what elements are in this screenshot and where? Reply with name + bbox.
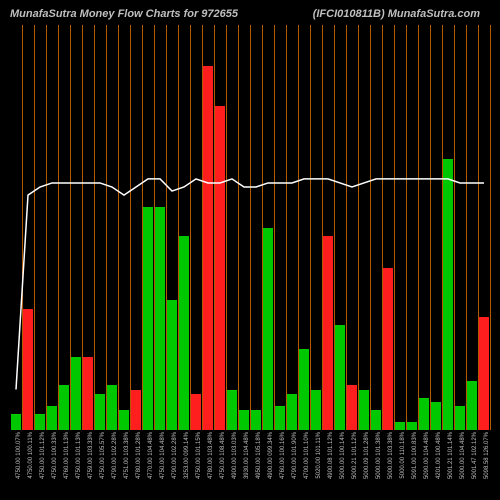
bar-up — [443, 159, 452, 430]
bar-slot — [118, 25, 130, 430]
bar-slot — [190, 25, 202, 430]
bar-slot — [34, 25, 46, 430]
bar-up — [167, 300, 176, 430]
bar-up — [239, 410, 248, 430]
bar-up — [251, 410, 260, 430]
bar-slot — [454, 25, 466, 430]
bar-up — [227, 390, 236, 431]
gridline — [490, 25, 491, 430]
bar-slot — [214, 25, 226, 430]
bar-up — [263, 228, 272, 431]
bar-slot — [130, 25, 142, 430]
bar-slot — [418, 25, 430, 430]
bar-slot — [178, 25, 190, 430]
bar-slot — [322, 25, 334, 430]
bar-slot — [310, 25, 322, 430]
x-label: 5098.58 126.07% — [484, 432, 490, 479]
money-flow-chart: MunafaSutra Money Flow Charts for 972655… — [0, 0, 500, 500]
bar-up — [59, 385, 68, 430]
bar-slot — [274, 25, 286, 430]
bar-up — [95, 394, 104, 430]
bar-slot — [22, 25, 34, 430]
bar-slot — [58, 25, 70, 430]
bar-slot — [334, 25, 346, 430]
chart-header: MunafaSutra Money Flow Charts for 972655… — [0, 8, 500, 20]
bar-slot — [466, 25, 478, 430]
bar-up — [299, 349, 308, 430]
bar-down — [83, 357, 92, 430]
bar-slot — [430, 25, 442, 430]
bar-slot — [226, 25, 238, 430]
bar-group — [10, 25, 490, 430]
bar-up — [467, 381, 476, 430]
bar-up — [275, 406, 284, 430]
bar-up — [407, 422, 416, 430]
bar-slot — [358, 25, 370, 430]
bar-up — [359, 390, 368, 431]
bar-down — [323, 236, 332, 430]
bar-up — [371, 410, 380, 430]
bar-up — [35, 414, 44, 430]
bar-up — [455, 406, 464, 430]
bar-down — [23, 309, 32, 431]
title-left: MunafaSutra Money Flow Charts for 972655 — [10, 8, 238, 20]
bar-slot — [298, 25, 310, 430]
bar-up — [143, 207, 152, 430]
bar-slot — [202, 25, 214, 430]
bar-slot — [442, 25, 454, 430]
bar-slot — [478, 25, 490, 430]
bar-slot — [262, 25, 274, 430]
bar-slot — [382, 25, 394, 430]
bar-slot — [94, 25, 106, 430]
bar-slot — [238, 25, 250, 430]
bar-up — [119, 410, 128, 430]
plot-area — [10, 25, 490, 430]
bar-up — [71, 357, 80, 430]
bar-slot — [166, 25, 178, 430]
bar-slot — [286, 25, 298, 430]
bar-up — [155, 207, 164, 430]
bar-up — [11, 414, 20, 430]
bar-up — [179, 236, 188, 430]
bar-slot — [10, 25, 22, 430]
bar-slot — [82, 25, 94, 430]
bar-slot — [394, 25, 406, 430]
bar-slot — [154, 25, 166, 430]
title-right: (IFCI010811B) MunafaSutra.com — [313, 8, 480, 20]
bar-down — [203, 66, 212, 431]
bar-up — [335, 325, 344, 430]
bar-down — [479, 317, 488, 430]
bar-down — [191, 394, 200, 430]
bar-slot — [250, 25, 262, 430]
bar-slot — [346, 25, 358, 430]
x-axis-labels: 4750.00 100.07%4750.00 100.11%4750.00 10… — [10, 430, 490, 500]
bar-down — [131, 390, 140, 431]
bar-up — [431, 402, 440, 430]
bar-down — [347, 385, 356, 430]
bar-slot — [406, 25, 418, 430]
bar-up — [107, 385, 116, 430]
bar-down — [215, 106, 224, 430]
bar-up — [287, 394, 296, 430]
bar-slot — [106, 25, 118, 430]
bar-down — [383, 268, 392, 430]
bar-up — [47, 406, 56, 430]
bar-slot — [70, 25, 82, 430]
bar-slot — [46, 25, 58, 430]
bar-up — [419, 398, 428, 430]
bar-up — [395, 422, 404, 430]
bar-up — [311, 390, 320, 431]
bar-slot — [142, 25, 154, 430]
bar-slot — [370, 25, 382, 430]
